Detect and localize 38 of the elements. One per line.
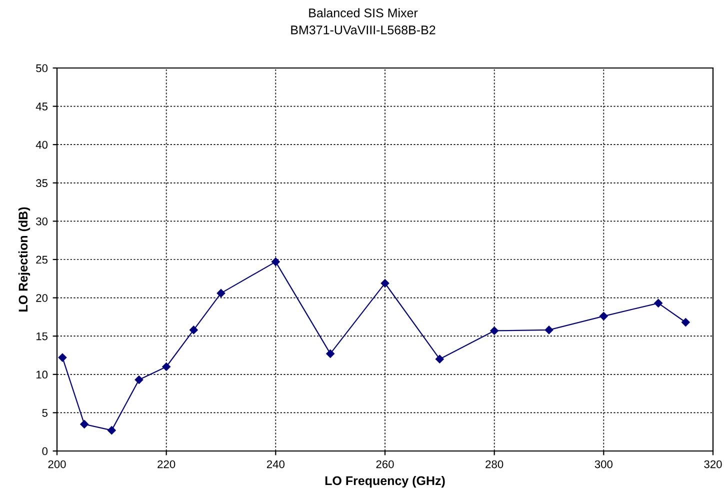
point: [544, 326, 554, 334]
y-tick-label: 30: [36, 217, 48, 226]
point: [134, 376, 144, 384]
point: [162, 362, 170, 371]
point: [58, 353, 67, 362]
y-tick-label: 40: [36, 140, 48, 149]
x-tick-label: 320: [704, 460, 722, 468]
point: [216, 289, 226, 298]
x-tick-label: 240: [266, 460, 284, 468]
point: [190, 326, 198, 334]
x-tick-label: 200: [48, 460, 66, 468]
point: [654, 299, 662, 308]
point: [436, 354, 444, 364]
x-tick-label: 260: [376, 460, 394, 468]
x-tick-label: 220: [158, 460, 176, 468]
y-tick-label: 20: [36, 294, 48, 302]
y-tick-label: 50: [36, 64, 48, 72]
point: [108, 426, 116, 434]
x-tick-label: 280: [486, 460, 504, 468]
x-axis-title: LO Frequency (GHz): [325, 476, 445, 488]
y-tick-label: 35: [36, 179, 48, 188]
point: [600, 312, 608, 320]
y-tick-label: 10: [36, 370, 48, 379]
point: [682, 318, 690, 326]
y-tick-label: 25: [36, 256, 48, 264]
point: [272, 258, 280, 266]
y-axis-title: LO Rejection (dB): [18, 207, 30, 312]
chart-subtitle: BM371-UVaVIII-L568B-B2: [291, 26, 436, 34]
point: [80, 420, 88, 428]
x-tick-label: 300: [594, 460, 612, 468]
y-tick-label: 45: [36, 102, 48, 110]
point: [490, 326, 498, 335]
y-tick-label: 15: [36, 332, 48, 340]
y-tick-label: 0: [42, 447, 48, 456]
chart-title: Balanced SIS Mixer: [309, 8, 418, 18]
point: [326, 350, 334, 358]
point: [380, 279, 390, 288]
y-tick-label: 5: [42, 409, 48, 417]
